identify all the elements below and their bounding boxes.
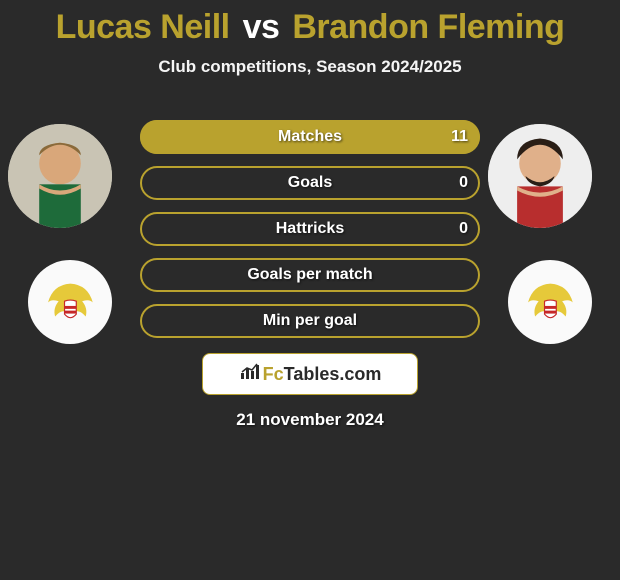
- stat-bar-label: Goals per match: [140, 266, 480, 284]
- player1-avatar-placeholder: [8, 124, 112, 228]
- stat-bar-label: Hattricks: [140, 220, 480, 238]
- stat-bar-row: Min per goal: [140, 304, 480, 338]
- player1-avatar: [8, 124, 112, 228]
- date-text: 21 november 2024: [0, 410, 620, 430]
- stat-bar-value-right: 0: [459, 220, 468, 238]
- stat-bar-row: Goals per match: [140, 258, 480, 292]
- stat-bar-label: Goals: [140, 174, 480, 192]
- logo-suffix: .com: [339, 364, 381, 384]
- stat-bars: Matches11Goals0Hattricks0Goals per match…: [140, 120, 480, 350]
- stat-bar-value-right: 0: [459, 174, 468, 192]
- stat-bar-label: Min per goal: [140, 312, 480, 330]
- stat-bar-row: Matches11: [140, 120, 480, 154]
- subtitle: Club competitions, Season 2024/2025: [0, 57, 620, 77]
- title-vs: vs: [243, 8, 280, 46]
- player2-club-crest: [508, 260, 592, 344]
- logo-main: Tables: [284, 364, 340, 384]
- fctables-logo: FcTables.com: [202, 353, 418, 395]
- bar-chart-icon: [239, 363, 261, 386]
- title-player1: Lucas Neill: [56, 8, 230, 46]
- player1-club-crest: [28, 260, 112, 344]
- stat-bar-label: Matches: [140, 128, 480, 146]
- player2-avatar: [488, 124, 592, 228]
- title-player2: Brandon Fleming: [292, 8, 564, 46]
- page-title: Lucas Neill vs Brandon Fleming: [0, 0, 620, 47]
- stat-bar-row: Hattricks0: [140, 212, 480, 246]
- stat-bar-value-right: 11: [451, 128, 468, 146]
- logo-prefix: Fc: [263, 364, 284, 384]
- player2-avatar-placeholder: [488, 124, 592, 228]
- stat-bar-row: Goals0: [140, 166, 480, 200]
